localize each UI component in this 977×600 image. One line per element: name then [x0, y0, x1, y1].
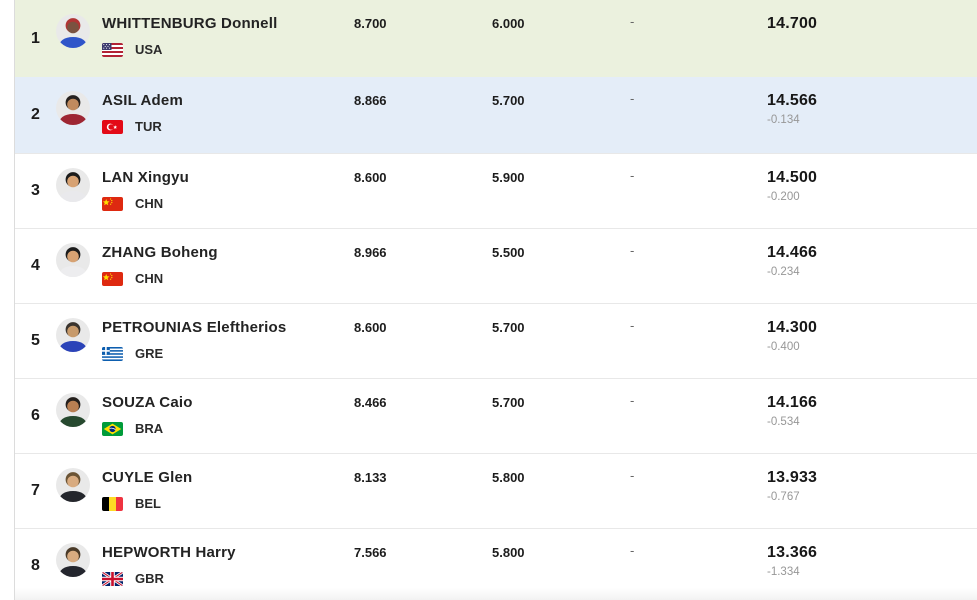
penalty: -: [630, 14, 635, 29]
athlete-avatar: [56, 393, 90, 427]
penalty: -: [630, 393, 635, 408]
flag-bra-icon: [102, 421, 123, 436]
penalty: -: [630, 168, 635, 183]
rank: 7: [31, 482, 40, 499]
total-score: 13.366: [767, 544, 818, 561]
athlete-name: ASIL Adem: [102, 92, 183, 109]
athlete-avatar: [56, 543, 90, 577]
penalty: -: [630, 468, 635, 483]
athlete-avatar: [56, 468, 90, 502]
athlete-name: PETROUNIAS Eleftherios: [102, 319, 287, 336]
athlete-avatar: [56, 91, 90, 125]
rank: 2: [31, 106, 40, 123]
athlete-avatar: [56, 318, 90, 352]
score-col-1: 8.466: [354, 395, 387, 410]
noc-code: BEL: [135, 496, 161, 511]
rank: 4: [31, 257, 40, 274]
score-col-2: 5.800: [492, 470, 525, 485]
gap-to-leader: -0.200: [767, 191, 800, 203]
penalty: -: [630, 543, 635, 558]
score-col-1: 8.600: [354, 170, 387, 185]
gap-to-leader: -0.767: [767, 491, 800, 503]
noc-code: USA: [135, 42, 163, 57]
noc-code: CHN: [135, 196, 164, 211]
athlete-avatar: [56, 14, 90, 48]
rank: 3: [31, 182, 40, 199]
total-score: 14.500: [767, 169, 818, 186]
total-score: 14.700: [767, 15, 818, 32]
athlete-name: ZHANG Boheng: [102, 244, 218, 261]
athlete-avatar: [56, 168, 90, 202]
flag-chn-icon: [102, 271, 123, 286]
flag-tur-icon: [102, 119, 123, 134]
table-row[interactable]: 4 ZHANG Boheng CHN 8.966 5.500 - 14: [15, 228, 977, 303]
total-score: 14.166: [767, 394, 818, 411]
score-col-2: 5.900: [492, 170, 525, 185]
rank: 6: [31, 407, 40, 424]
table-row[interactable]: 6 SOUZA Caio BRA 8.466 5.700 - 14.1: [15, 378, 977, 453]
results-table: 1 WHITTENBURG Donnell USA 8.700 6.000 -: [14, 0, 977, 600]
rank: 8: [31, 557, 40, 574]
total-score: 14.566: [767, 92, 818, 109]
noc-code: GBR: [135, 571, 164, 586]
rank: 5: [31, 332, 40, 349]
athlete-name: CUYLE Glen: [102, 469, 193, 486]
flag-gre-icon: [102, 346, 123, 361]
gap-to-leader: -0.134: [767, 114, 800, 126]
gap-to-leader: -0.234: [767, 266, 800, 278]
athlete-name: HEPWORTH Harry: [102, 544, 236, 561]
table-row[interactable]: 8 HEPWORTH Harry GBR 7.566 5.800 -: [15, 528, 977, 600]
total-score: 14.300: [767, 319, 818, 336]
total-score: 13.933: [767, 469, 818, 486]
gap-to-leader: -0.400: [767, 341, 800, 353]
table-row[interactable]: 1 WHITTENBURG Donnell USA 8.700 6.000 -: [15, 0, 977, 77]
score-col-2: 5.700: [492, 320, 525, 335]
table-row[interactable]: 5 PETROUNIAS Eleftherios GRE 8.600 5.700…: [15, 303, 977, 378]
gap-to-leader: -1.334: [767, 566, 800, 578]
noc-code: GRE: [135, 346, 164, 361]
rank: 1: [31, 29, 40, 47]
flag-gbr-icon: [102, 572, 123, 586]
athlete-name: SOUZA Caio: [102, 394, 193, 411]
score-col-2: 5.800: [492, 545, 525, 560]
athlete-name: WHITTENBURG Donnell: [102, 15, 278, 32]
total-score: 14.466: [767, 244, 818, 261]
table-row[interactable]: 2 ASIL Adem TUR 8.866 5.700 - 14.56: [15, 77, 977, 153]
score-col-1: 7.566: [354, 545, 387, 560]
score-col-1: 8.600: [354, 320, 387, 335]
table-row[interactable]: 3 LAN Xingyu CHN 8.600 5.900 - 14.5: [15, 153, 977, 228]
noc-code: CHN: [135, 271, 164, 286]
flag-chn-icon: [102, 196, 123, 211]
score-col-2: 6.000: [492, 16, 525, 31]
score-col-1: 8.866: [354, 93, 387, 108]
score-col-1: 8.966: [354, 245, 387, 260]
gap-to-leader: -0.534: [767, 416, 800, 428]
athlete-avatar: [56, 243, 90, 277]
noc-code: BRA: [135, 421, 164, 436]
table-row[interactable]: 7 CUYLE Glen BEL 8.133 5.800 - 13.9: [15, 453, 977, 528]
score-col-1: 8.133: [354, 470, 387, 485]
noc-code: TUR: [135, 119, 162, 134]
score-col-2: 5.700: [492, 93, 525, 108]
penalty: -: [630, 91, 635, 106]
athlete-name: LAN Xingyu: [102, 169, 189, 186]
score-col-2: 5.500: [492, 245, 525, 260]
flag-bel-icon: [102, 496, 123, 511]
score-col-2: 5.700: [492, 395, 525, 410]
penalty: -: [630, 318, 635, 333]
flag-usa-icon: [102, 42, 123, 57]
penalty: -: [630, 243, 635, 258]
score-col-1: 8.700: [354, 16, 387, 31]
